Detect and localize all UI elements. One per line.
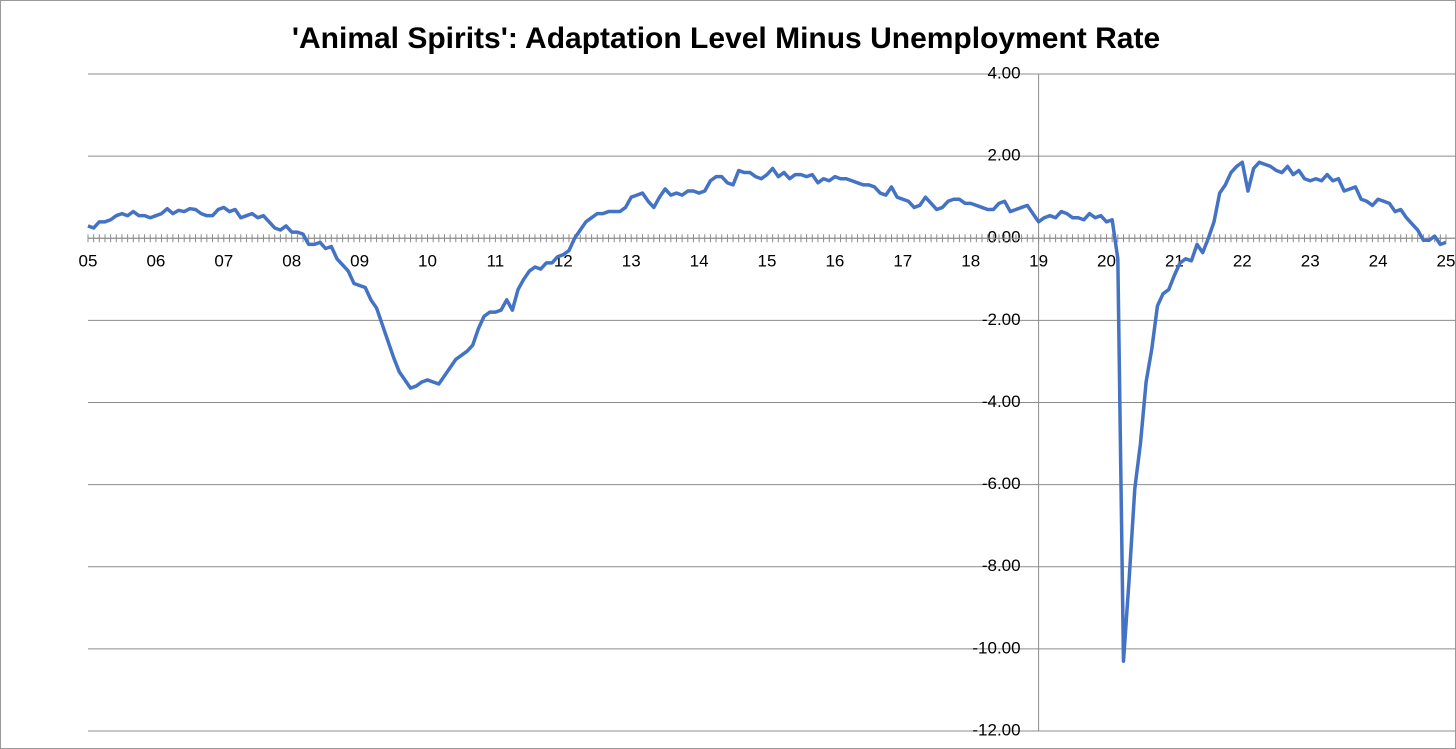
x-tick-label: 20 xyxy=(1097,252,1116,271)
x-tick-label: 14 xyxy=(690,252,709,271)
x-tick-label: 06 xyxy=(146,252,165,271)
y-tick-label: -12.00 xyxy=(972,720,1020,739)
x-tick-label: 18 xyxy=(961,252,980,271)
y-tick-label: -8.00 xyxy=(982,556,1021,575)
x-tick-label: 05 xyxy=(79,252,98,271)
x-tick-label: 23 xyxy=(1301,252,1320,271)
x-tick-label: 09 xyxy=(350,252,369,271)
y-tick-label: 0.00 xyxy=(988,228,1021,247)
data-line xyxy=(87,160,1447,663)
x-tick-label: 10 xyxy=(418,252,437,271)
y-tick-label: -4.00 xyxy=(982,392,1021,411)
x-tick-label: 17 xyxy=(893,252,912,271)
x-tick-label: 11 xyxy=(487,252,505,271)
y-tick-label: -10.00 xyxy=(972,638,1020,657)
x-tick-label: 16 xyxy=(825,252,844,271)
x-tick-label: 24 xyxy=(1369,252,1388,271)
x-tick-label: 08 xyxy=(282,252,301,271)
y-tick-label: -2.00 xyxy=(982,310,1021,329)
x-tick-label: 22 xyxy=(1233,252,1252,271)
x-tick-label: 25 xyxy=(1437,252,1456,271)
y-tick-label: -6.00 xyxy=(982,474,1021,493)
x-tick-label: 15 xyxy=(758,252,777,271)
x-tick-label: 19 xyxy=(1029,252,1048,271)
y-tick-label: 2.00 xyxy=(988,146,1021,165)
x-tick-label: 07 xyxy=(214,252,233,271)
chart-title: 'Animal Spirits': Adaptation Level Minus… xyxy=(292,22,1160,55)
y-tick-label: 4.00 xyxy=(988,63,1021,82)
x-tick-label: 13 xyxy=(622,252,641,271)
